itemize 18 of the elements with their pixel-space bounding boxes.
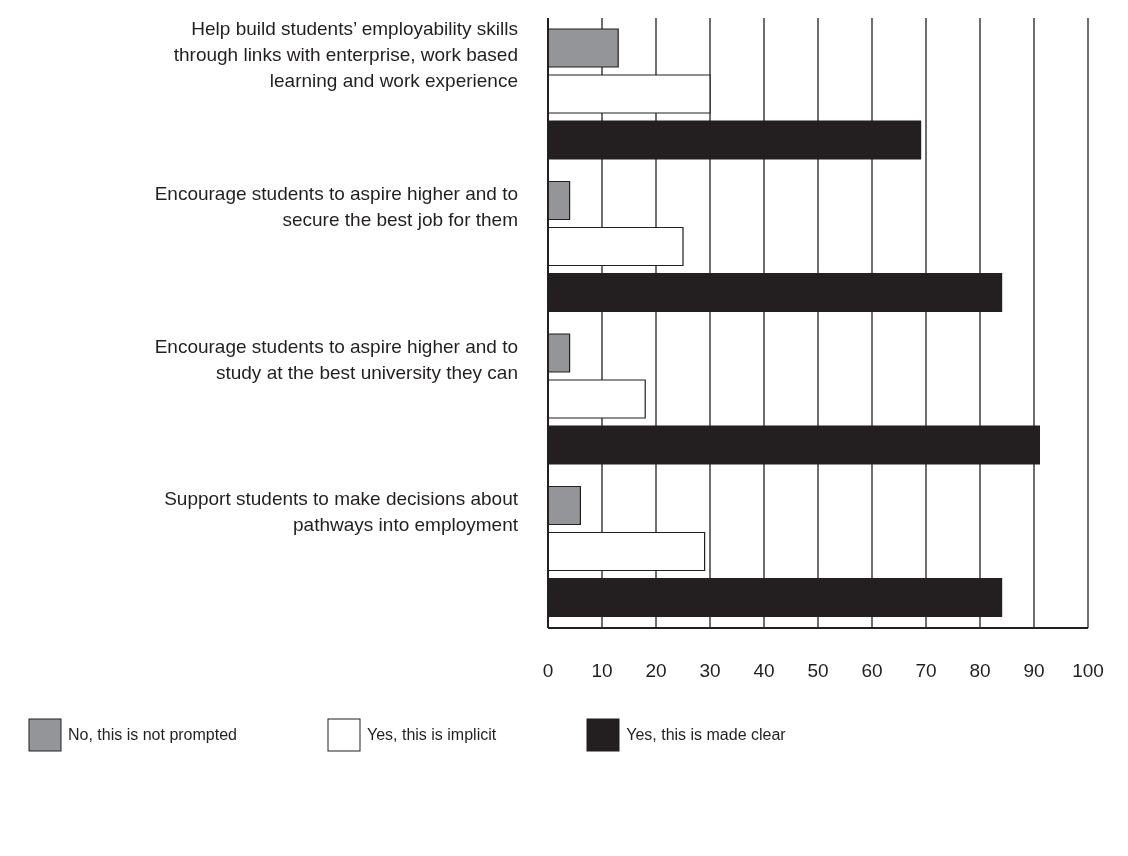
x-tick-label: 20 bbox=[645, 660, 667, 682]
x-tick-label: 70 bbox=[915, 660, 937, 682]
legend-label: Yes, this is implicit bbox=[366, 726, 497, 743]
x-tick-label: 40 bbox=[753, 660, 775, 682]
y-tick-label: Encourage students to aspire higher and to study at the best university they can bbox=[154, 335, 518, 383]
x-tick-label: 80 bbox=[969, 660, 991, 682]
legend-label: Yes, this is made clear bbox=[626, 726, 786, 743]
y-tick-label: Encourage students to aspire higher and to secure the best job for them bbox=[154, 183, 518, 231]
y-tick-label: Support students to make decisions about pathways into employment bbox=[164, 488, 519, 536]
x-tick-label: 50 bbox=[807, 660, 829, 682]
y-tick-label: Help build students’ employability skills through links with enterprise, work based learning and work experience bbox=[173, 17, 518, 91]
x-tick-label: 10 bbox=[591, 660, 613, 682]
legend-label: No, this is not prompted bbox=[68, 726, 237, 743]
x-tick-label: 90 bbox=[1023, 660, 1045, 682]
x-tick-label: 30 bbox=[699, 660, 721, 682]
x-tick-label: 60 bbox=[861, 660, 883, 682]
x-tick-label: 100 bbox=[1072, 660, 1104, 682]
x-tick-label: 0 bbox=[542, 660, 554, 682]
